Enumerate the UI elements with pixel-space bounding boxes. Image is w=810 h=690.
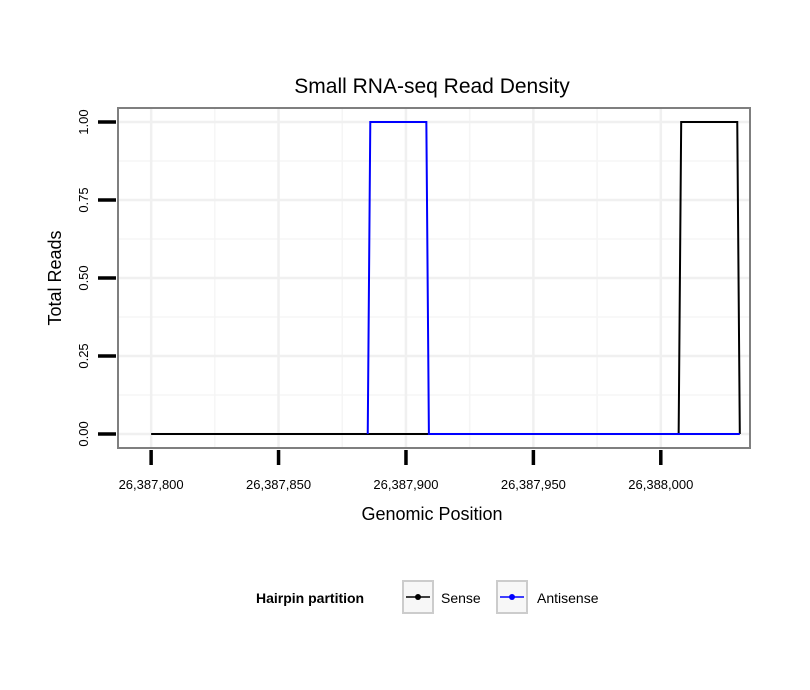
x-tick-label: 26,387,950: [501, 477, 566, 492]
chart-title: Small RNA-seq Read Density: [294, 75, 570, 98]
x-tick-label: 26,387,800: [119, 477, 184, 492]
y-tick-label: 0.00: [76, 421, 91, 446]
plot-panel: [117, 107, 751, 449]
x-tick-label: 26,387,900: [373, 477, 438, 492]
legend-point-antisense: [509, 594, 515, 600]
y-axis-title: Total Reads: [45, 230, 65, 325]
series-layer: [151, 121, 741, 435]
x-tick-label: 26,388,000: [628, 477, 693, 492]
y-tick-label: 1.00: [76, 109, 91, 134]
y-tick-label: 0.50: [76, 265, 91, 290]
legend-point-sense: [415, 594, 421, 600]
y-axis: 0.00 0.25 0.50 0.75 1.00: [76, 109, 116, 447]
legend-entry-sense: Sense: [402, 580, 481, 614]
series-line-antisense: [366, 121, 740, 435]
legend: Hairpin partition Sense Antisense: [256, 580, 599, 614]
legend-label-sense: Sense: [441, 590, 481, 606]
legend-entry-antisense: Antisense: [496, 580, 599, 614]
x-axis-title: Genomic Position: [361, 504, 502, 524]
y-tick-label: 0.75: [76, 187, 91, 212]
y-tick-label: 0.25: [76, 343, 91, 368]
x-axis: 26,387,800 26,387,850 26,387,900 26,387,950…: [119, 450, 693, 492]
legend-title: Hairpin partition: [256, 590, 364, 606]
legend-label-antisense: Antisense: [537, 590, 599, 606]
x-tick-label: 26,387,850: [246, 477, 311, 492]
panel-border: [117, 107, 751, 449]
